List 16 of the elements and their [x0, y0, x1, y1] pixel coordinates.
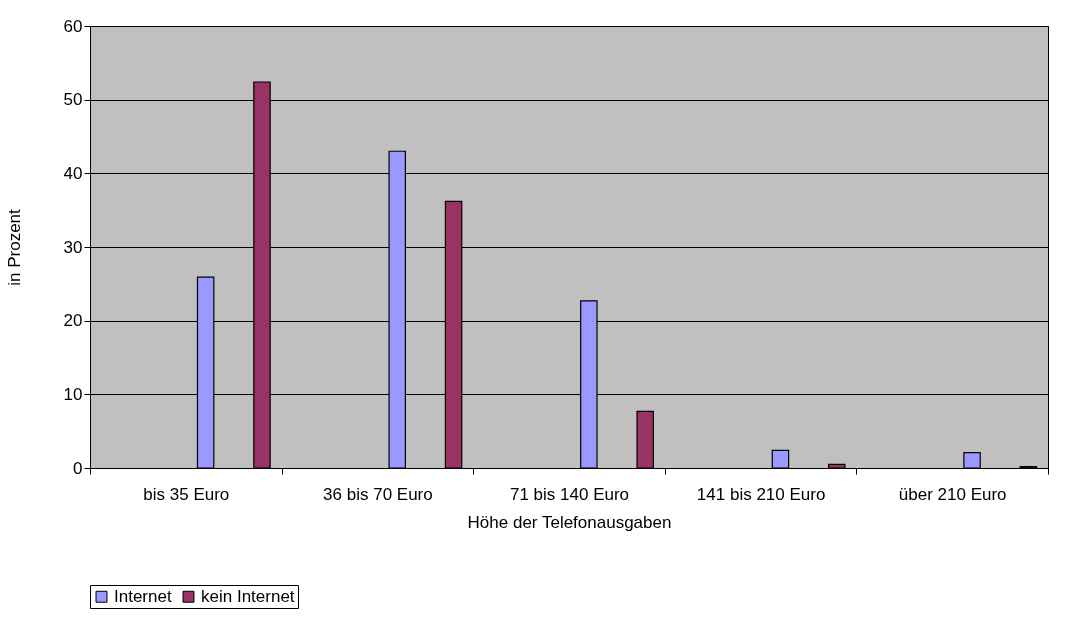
y-tick-label: 0	[73, 458, 83, 478]
legend-label: kein Internet	[201, 586, 295, 606]
y-tick-label: 60	[63, 16, 83, 36]
x-tick-label: 141 bis 210 Euro	[696, 484, 826, 504]
x-tick-label: über 210 Euro	[898, 484, 1007, 504]
x-axis-title: Höhe der Telefonausgaben	[467, 512, 672, 532]
y-tick-label: 30	[63, 237, 83, 257]
y-tick-label: 50	[63, 90, 83, 110]
y-tick-label: 20	[63, 311, 83, 331]
y-tick-label: 40	[63, 163, 83, 183]
y-axis-title: in Prozent	[4, 208, 24, 286]
x-tick-label: 36 bis 70 Euro	[323, 484, 433, 504]
legend-label: Internet	[114, 586, 172, 606]
y-tick-label: 10	[63, 384, 83, 404]
x-tick-label: bis 35 Euro	[143, 484, 230, 504]
x-tick-label: 71 bis 140 Euro	[509, 484, 630, 504]
